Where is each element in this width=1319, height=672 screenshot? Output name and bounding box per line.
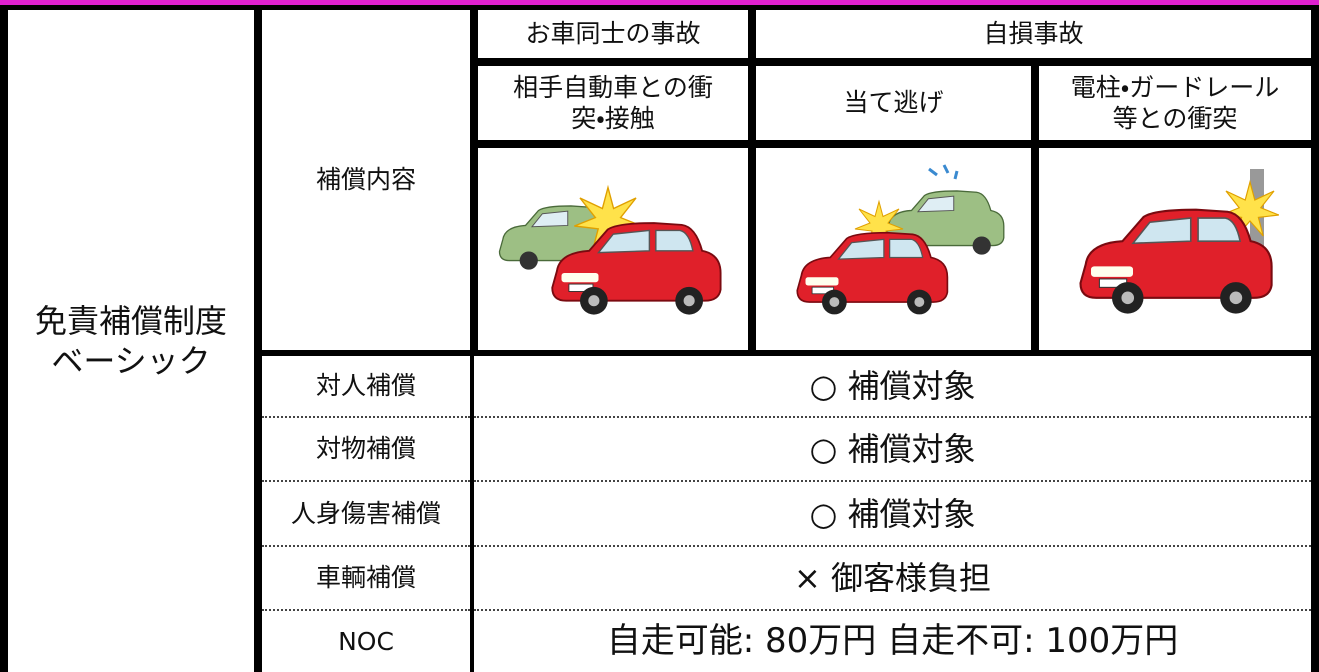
plan-line: 免責補償制度 xyxy=(34,302,227,340)
row-label: 対人補償 xyxy=(315,371,416,401)
row-value: 自走可能: 80万円 自走不可: 100万円 xyxy=(606,621,1179,662)
row-value: ○ 補償対象 xyxy=(809,367,976,405)
row-value: × 御客様負担 xyxy=(794,559,991,597)
scenario-line: 相手自動車との衝 xyxy=(513,72,713,102)
group-cell: 自損事故 xyxy=(756,10,1311,58)
top-bar xyxy=(0,0,1319,5)
image-cell xyxy=(1039,148,1311,350)
hit-and-run-illustration xyxy=(795,164,1004,316)
row-value-cell: × 御客様負担 xyxy=(474,545,1311,609)
scenario-line: 突・接触 xyxy=(571,104,655,133)
section-label: 補償内容 xyxy=(315,165,416,195)
row-value-cell: ○ 補償対象 xyxy=(474,416,1311,480)
row-label: 人身傷害補償 xyxy=(290,498,441,528)
row-value-cell: ○ 補償対象 xyxy=(474,356,1311,416)
row-value-cell: 自走可能: 80万円 自走不可: 100万円 xyxy=(474,609,1311,672)
scenario-cell: 相手自動車との衝 突・接触 xyxy=(478,66,748,140)
image-cell xyxy=(478,148,748,350)
scenario-cell: 電柱・ガードレール 等との衝突 xyxy=(1039,66,1311,140)
row-label-cell: 車輌補償 xyxy=(262,545,470,609)
pole-crash-illustration xyxy=(1079,169,1280,315)
section-cell: 補償内容 xyxy=(262,10,470,350)
row-value: ○ 補償対象 xyxy=(809,494,976,533)
crash-illustration xyxy=(498,186,722,316)
scenario-line: 等との衝突 xyxy=(1112,104,1238,133)
row-label: NOC xyxy=(338,626,394,656)
row-label-cell: 対物補償 xyxy=(262,416,470,480)
plan-line: ベーシック xyxy=(51,342,211,380)
row-label: 車輌補償 xyxy=(315,563,416,593)
scenario-cell: 当て逃げ xyxy=(756,66,1031,140)
row-label-cell: 対人補償 xyxy=(262,356,470,416)
scenario-line: 電柱・ガードレール xyxy=(1070,72,1280,102)
row-label: 対物補償 xyxy=(315,434,416,464)
row-label-cell: NOC xyxy=(262,609,470,672)
group-label: 自損事故 xyxy=(983,19,1084,49)
plan-cell: 免責補償制度 ベーシック xyxy=(8,10,254,672)
image-cell xyxy=(756,148,1031,350)
row-value-cell: ○ 補償対象 xyxy=(474,480,1311,545)
scenario-line: 当て逃げ xyxy=(843,88,944,118)
group-cell: お車同士の事故 xyxy=(478,10,748,58)
row-label-cell: 人身傷害補償 xyxy=(262,480,470,545)
group-label: お車同士の事故 xyxy=(525,19,701,49)
row-value: ○ 補償対象 xyxy=(809,430,976,468)
